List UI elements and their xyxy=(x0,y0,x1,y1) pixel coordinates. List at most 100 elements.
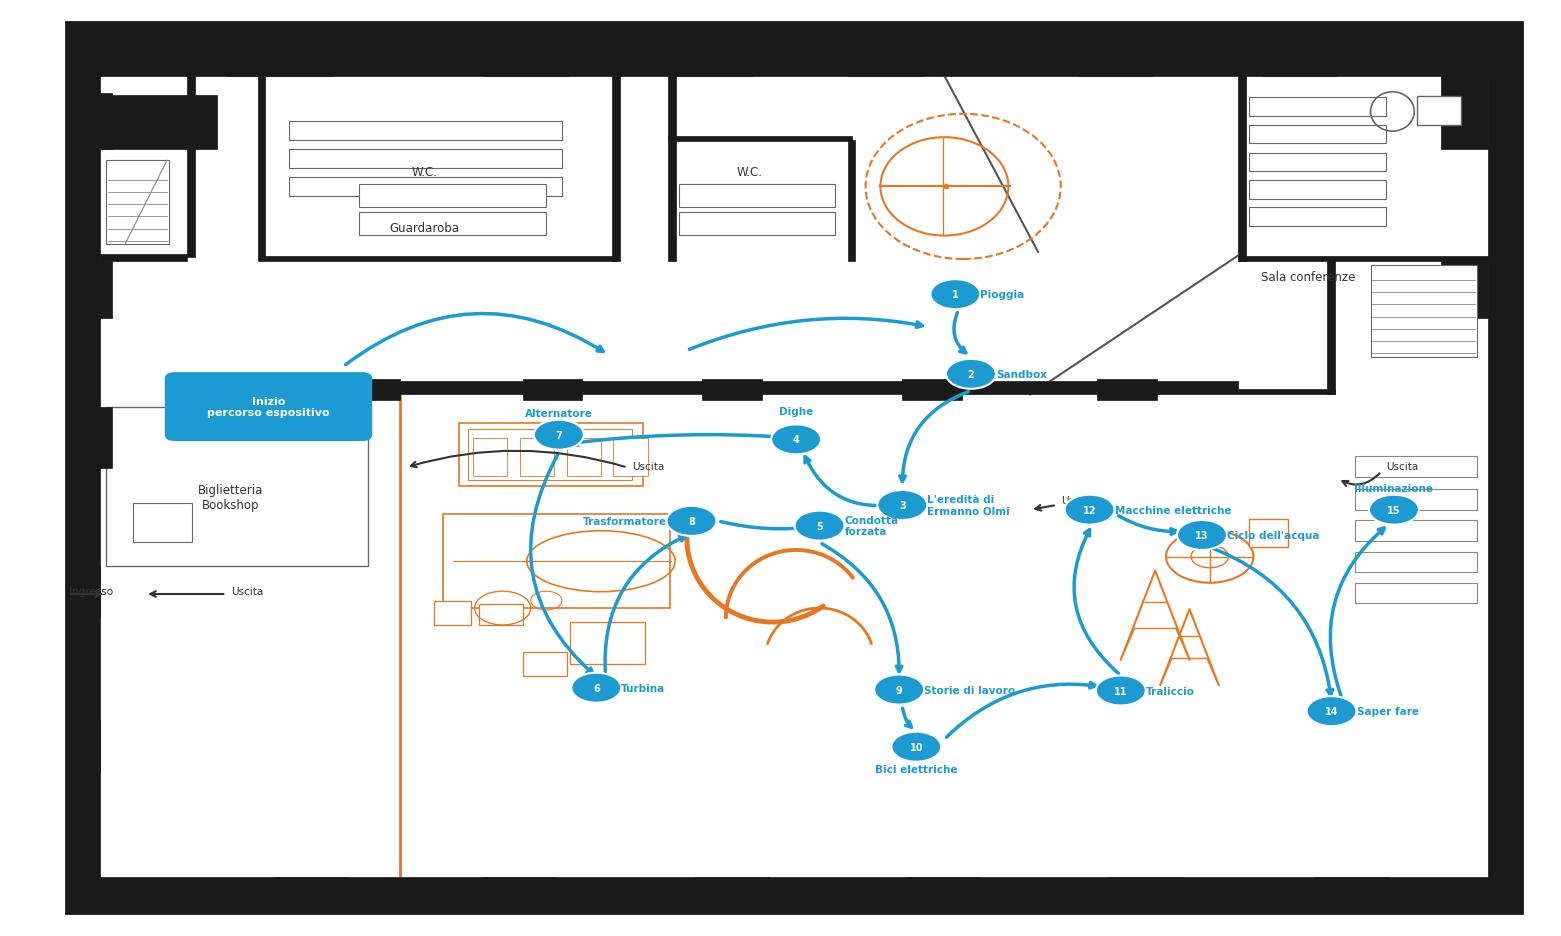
Text: 4: 4 xyxy=(793,435,799,445)
Bar xyxy=(1327,259,1335,395)
Circle shape xyxy=(874,675,924,705)
Bar xyxy=(1097,380,1157,401)
Text: 5: 5 xyxy=(816,521,823,531)
Bar xyxy=(679,184,835,208)
Bar xyxy=(226,23,332,77)
Bar xyxy=(570,622,645,665)
Text: 13: 13 xyxy=(1196,531,1208,540)
Bar xyxy=(1108,877,1183,913)
Circle shape xyxy=(667,506,716,536)
Bar xyxy=(106,161,169,245)
Bar xyxy=(359,184,546,208)
Bar xyxy=(66,262,112,318)
Text: Uscita: Uscita xyxy=(1061,495,1094,505)
Text: Storie di lavoro: Storie di lavoro xyxy=(924,685,1015,695)
Text: Alternatore: Alternatore xyxy=(524,409,593,418)
Bar xyxy=(289,150,562,168)
Bar xyxy=(481,877,556,913)
Circle shape xyxy=(877,490,927,520)
Circle shape xyxy=(771,425,821,455)
Bar xyxy=(258,72,265,257)
Text: L'eredità di
Ermanno Olmi: L'eredità di Ermanno Olmi xyxy=(927,494,1010,517)
Bar xyxy=(1417,97,1461,125)
Bar xyxy=(66,94,112,150)
Circle shape xyxy=(891,732,941,762)
Bar xyxy=(1441,262,1488,318)
Text: Bici elettriche: Bici elettriche xyxy=(876,765,957,774)
Bar xyxy=(100,95,217,150)
Bar xyxy=(258,382,1238,395)
Bar xyxy=(679,23,754,77)
Text: Guardaroba: Guardaroba xyxy=(390,222,459,235)
Bar xyxy=(1261,23,1336,77)
Bar xyxy=(459,423,643,487)
Bar xyxy=(258,256,617,262)
Bar xyxy=(567,439,601,476)
Text: 1: 1 xyxy=(952,290,958,300)
Text: 6: 6 xyxy=(593,683,599,693)
Bar xyxy=(520,439,554,476)
Bar xyxy=(106,407,368,566)
Text: 15: 15 xyxy=(1388,505,1400,515)
Bar xyxy=(848,23,923,77)
Text: Trasformatore: Trasformatore xyxy=(582,517,667,526)
Bar xyxy=(66,877,1522,913)
Bar xyxy=(1249,519,1288,548)
Circle shape xyxy=(571,673,621,703)
Bar xyxy=(1249,208,1386,227)
Text: Saper fare: Saper fare xyxy=(1357,707,1419,716)
Bar xyxy=(443,515,670,608)
Text: 14: 14 xyxy=(1325,707,1338,716)
Text: Inizio
percorso espositivo: Inizio percorso espositivo xyxy=(208,396,329,418)
Bar xyxy=(702,380,762,401)
Text: Uscita: Uscita xyxy=(231,586,264,596)
Bar xyxy=(1355,457,1477,477)
Text: Uscita: Uscita xyxy=(632,461,665,472)
Text: Macchine elettriche: Macchine elettriche xyxy=(1115,505,1232,515)
Text: Ingresso: Ingresso xyxy=(69,586,112,596)
Text: W.C.: W.C. xyxy=(412,166,437,179)
Bar xyxy=(66,23,100,913)
Bar xyxy=(668,72,676,262)
Bar xyxy=(523,652,567,676)
Bar xyxy=(273,877,348,913)
Bar xyxy=(1488,23,1522,913)
Text: Pioggia: Pioggia xyxy=(980,290,1024,300)
Bar xyxy=(187,42,195,257)
Text: 3: 3 xyxy=(899,501,905,510)
Circle shape xyxy=(534,420,584,450)
Text: Ciclo dell'acqua: Ciclo dell'acqua xyxy=(1227,531,1319,540)
Circle shape xyxy=(1307,696,1357,726)
Bar xyxy=(1355,520,1477,541)
Text: Illuminazione: Illuminazione xyxy=(1355,484,1433,493)
Bar xyxy=(66,721,100,772)
Text: 10: 10 xyxy=(910,742,923,752)
Bar xyxy=(473,439,507,476)
Bar xyxy=(289,122,562,140)
Bar xyxy=(613,439,648,476)
Text: 8: 8 xyxy=(688,517,695,526)
Bar xyxy=(340,380,400,401)
Bar xyxy=(1371,266,1477,358)
Bar xyxy=(902,380,962,401)
Bar xyxy=(848,140,855,262)
Bar xyxy=(1355,583,1477,604)
Text: W.C.: W.C. xyxy=(737,166,762,179)
Circle shape xyxy=(1177,520,1227,550)
Text: 9: 9 xyxy=(896,685,902,695)
FancyBboxPatch shape xyxy=(165,373,372,441)
Text: Dighe: Dighe xyxy=(779,407,813,417)
Bar xyxy=(100,255,187,262)
Text: Sala conferenze: Sala conferenze xyxy=(1261,271,1355,284)
Bar xyxy=(289,178,562,197)
Bar xyxy=(66,23,1522,77)
Circle shape xyxy=(1096,676,1146,706)
Circle shape xyxy=(946,359,996,389)
Bar xyxy=(1238,256,1495,262)
Text: Biglietteria
Bookshop: Biglietteria Bookshop xyxy=(198,484,264,512)
Text: 7: 7 xyxy=(556,431,562,440)
Circle shape xyxy=(795,511,845,541)
Bar xyxy=(359,212,546,236)
Bar xyxy=(66,566,100,618)
Circle shape xyxy=(1369,495,1419,525)
